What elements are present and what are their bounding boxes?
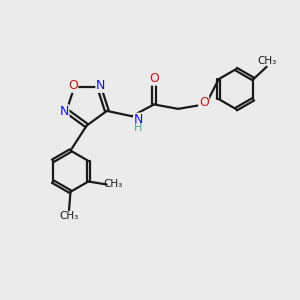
Text: N: N bbox=[134, 113, 143, 126]
Text: O: O bbox=[68, 79, 78, 92]
Text: H: H bbox=[134, 123, 142, 133]
Text: CH₃: CH₃ bbox=[59, 211, 79, 221]
Text: O: O bbox=[199, 96, 209, 109]
Text: CH₃: CH₃ bbox=[103, 179, 123, 190]
Text: N: N bbox=[96, 79, 105, 92]
Text: CH₃: CH₃ bbox=[258, 56, 277, 66]
Text: N: N bbox=[59, 105, 69, 118]
Text: O: O bbox=[149, 72, 159, 85]
